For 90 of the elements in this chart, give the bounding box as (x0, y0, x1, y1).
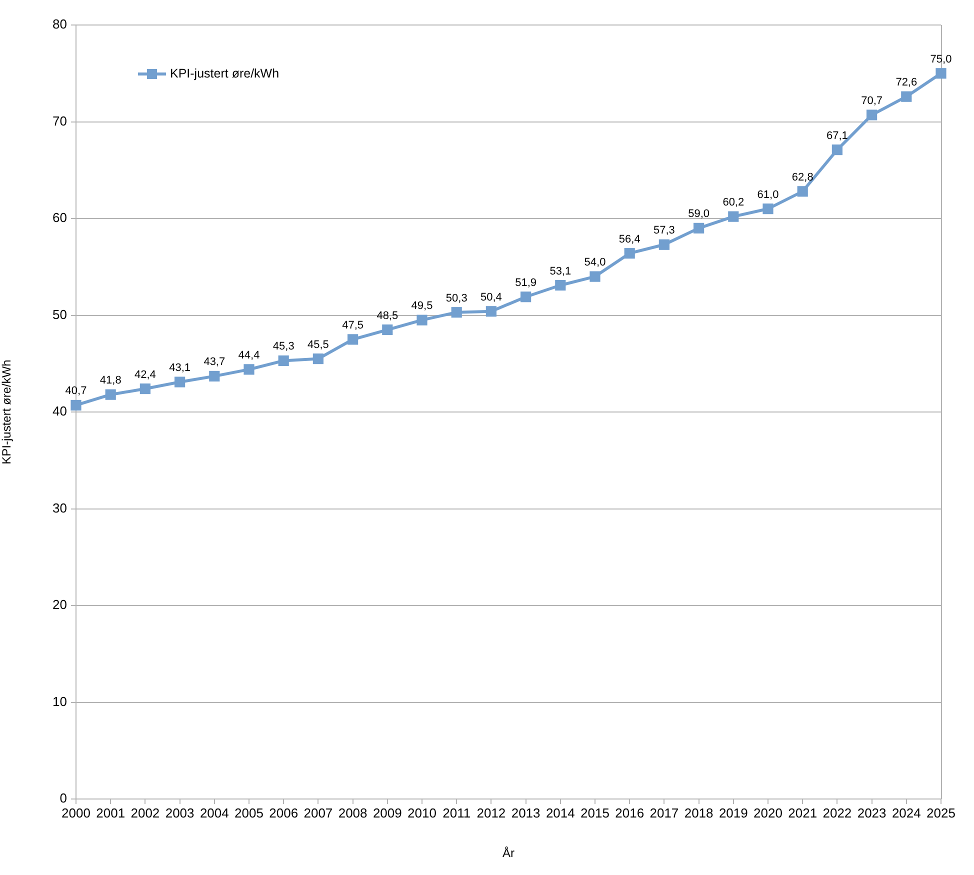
y-tick-label: 70 (52, 113, 67, 128)
data-label: 62,8 (792, 171, 814, 184)
data-label: 48,5 (376, 310, 398, 322)
point (382, 324, 393, 336)
x-tick-label: 2002 (130, 805, 160, 820)
data-label: 45,3 (272, 340, 294, 353)
x-tick-label: 2007 (304, 805, 333, 820)
point (693, 222, 704, 234)
data-label: 54,0 (584, 256, 606, 269)
x-tick-label: 2006 (269, 805, 298, 820)
data-label: 61,0 (757, 188, 779, 201)
data-label: 45,5 (307, 338, 329, 351)
point (832, 144, 843, 156)
x-tick-label: 2023 (857, 805, 886, 820)
point (347, 334, 358, 345)
data-label: 53,1 (550, 265, 572, 278)
data-label: 40,7 (65, 385, 87, 398)
x-tick-label: 2008 (338, 805, 368, 820)
x-tick-label: 2017 (650, 805, 679, 820)
point (658, 239, 670, 250)
point (244, 364, 254, 375)
point (209, 370, 220, 382)
data-label: 75,0 (930, 53, 952, 66)
data-label: 43,1 (169, 362, 191, 374)
y-tick-label: 50 (52, 306, 67, 322)
x-tick-label: 2013 (511, 805, 540, 820)
x-tick-label: 2025 (926, 805, 956, 820)
point (866, 110, 878, 120)
data-label: 47,5 (342, 319, 364, 332)
point (901, 91, 912, 102)
data-label: 59,0 (688, 208, 710, 220)
y-tick-label: 60 (52, 210, 67, 226)
data-label: 60,2 (722, 196, 744, 209)
legend-label: KPI-justert øre/kWh (170, 66, 280, 80)
data-label: 43,7 (204, 356, 226, 368)
x-tick-label: 2011 (442, 805, 471, 820)
point (174, 376, 186, 388)
y-tick-label: 80 (52, 16, 67, 32)
x-tick-label: 2014 (546, 805, 575, 820)
y-tick-label: 40 (52, 404, 67, 419)
x-tick-label: 2009 (372, 805, 402, 820)
x-tick-label: 2004 (200, 805, 229, 820)
point (520, 292, 532, 302)
y-tick-label: 20 (52, 597, 67, 612)
data-label: 51,9 (515, 276, 537, 289)
data-label: 70,7 (861, 94, 883, 107)
x-tick-label: 2018 (684, 805, 714, 820)
point (140, 383, 151, 394)
point (936, 68, 946, 79)
point (278, 355, 289, 366)
data-label: 41,8 (100, 374, 122, 387)
point (624, 248, 635, 259)
point (416, 314, 428, 326)
x-tick-label: 2005 (234, 805, 264, 820)
data-label: 42,4 (134, 368, 156, 381)
x-tick-label: 2001 (96, 805, 126, 820)
data-label: 72,6 (896, 76, 918, 89)
y-tick-label: 0 (60, 790, 67, 806)
data-label: 67,1 (826, 130, 848, 142)
x-axis-title: År (502, 846, 515, 860)
data-label: 44,4 (238, 349, 260, 362)
data-label: 56,4 (618, 233, 640, 246)
x-tick-label: 2022 (822, 805, 852, 820)
x-tick-label: 2016 (615, 805, 644, 820)
y-axis-title: KPI-justert øre/kWh (0, 360, 14, 464)
x-tick-label: 2019 (718, 805, 748, 820)
point (728, 211, 739, 222)
point (451, 307, 462, 318)
point (486, 306, 497, 317)
data-label: 49,5 (411, 300, 433, 312)
x-tick-label: 2003 (165, 805, 194, 820)
x-tick-label: 2000 (62, 805, 90, 820)
data-label: 50,3 (446, 292, 468, 304)
point (590, 271, 600, 282)
point (312, 353, 324, 364)
x-tick-label: 2024 (892, 805, 921, 820)
data-label: 50,4 (480, 291, 502, 304)
x-tick-label: 2020 (754, 805, 782, 820)
point (70, 400, 82, 411)
x-tick-label: 2012 (476, 805, 506, 820)
point (762, 204, 774, 214)
y-tick-label: 30 (52, 500, 67, 516)
point (555, 280, 566, 291)
x-tick-label: 2010 (408, 805, 436, 820)
x-tick-label: 2021 (788, 805, 818, 820)
point (105, 389, 116, 400)
point (797, 186, 808, 197)
y-tick-label: 10 (52, 694, 67, 709)
data-label: 57,3 (653, 224, 675, 237)
x-tick-label: 2015 (580, 805, 610, 820)
